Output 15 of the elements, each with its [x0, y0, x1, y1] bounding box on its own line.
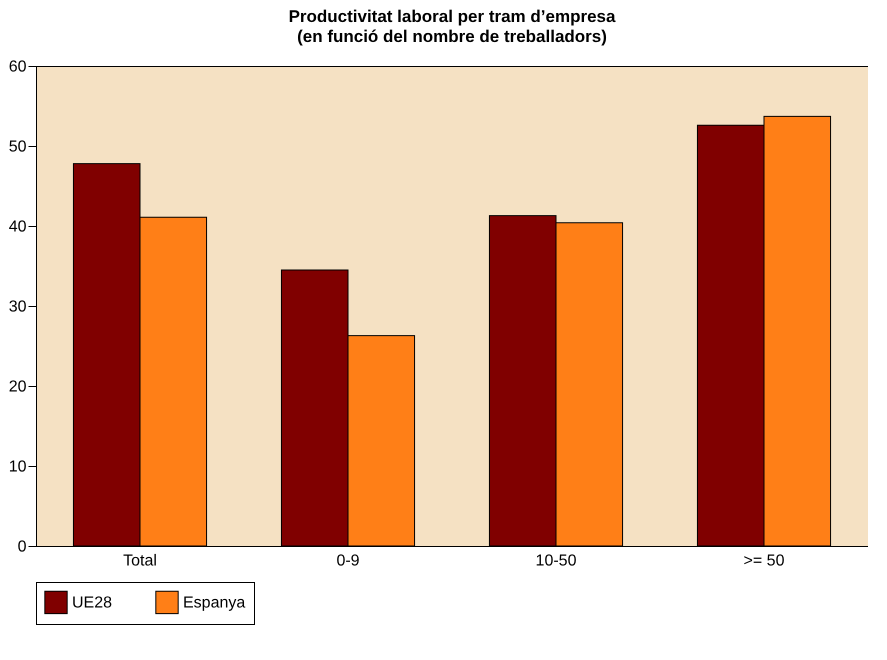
x-tick-label: 10-50	[536, 552, 577, 570]
x-tick-label: >= 50	[744, 552, 785, 570]
legend-label: UE28	[72, 594, 112, 612]
y-tick-label: 60	[8, 58, 27, 76]
x-tick-label: Total	[123, 552, 157, 570]
y-tick-label: 30	[8, 298, 27, 316]
legend-label: Espanya	[183, 594, 246, 612]
y-tick-label: 20	[8, 378, 27, 396]
y-tick-label: 10	[8, 458, 27, 476]
y-tick-label: 0	[18, 538, 27, 556]
chart-title: Productivitat laboral per tram d’empresa	[288, 7, 616, 26]
y-tick-label: 40	[8, 218, 27, 236]
x-tick-label: 0-9	[336, 552, 360, 570]
y-tick-label: 50	[8, 138, 27, 156]
chart-subtitle: (en funció del nombre de treballadors)	[297, 27, 607, 46]
